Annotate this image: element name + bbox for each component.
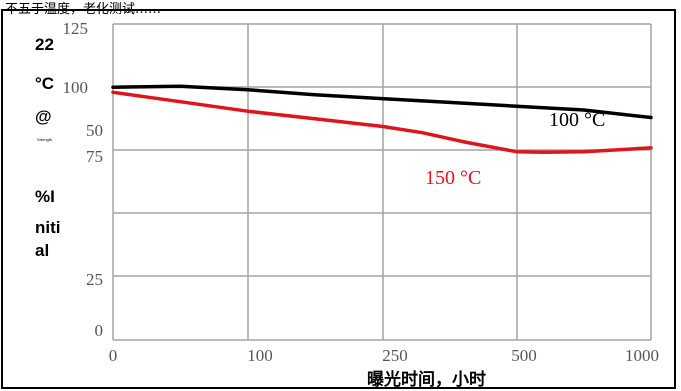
y-axis-label-line-4: %I bbox=[35, 187, 55, 206]
x-tick-label: 1000 bbox=[625, 346, 659, 365]
x-tick-label: 0 bbox=[109, 346, 118, 365]
x-axis-label: 曝光时间，小时 bbox=[367, 370, 486, 390]
y-tick-label: 100 bbox=[63, 78, 89, 97]
y-tick-label: 125 bbox=[63, 19, 89, 38]
y-tick-label: 75 bbox=[86, 147, 103, 166]
y-tick-label: 25 bbox=[86, 270, 103, 289]
y-axis-label-line-3: @ bbox=[35, 107, 52, 126]
series-line-100c bbox=[111, 84, 653, 120]
x-tick-label: 100 bbox=[247, 346, 273, 365]
y-axis-label-line-5: niti bbox=[35, 218, 61, 237]
y-axis-label-line-1: 22 bbox=[35, 35, 54, 54]
y-axis-label-small: Strength bbox=[37, 137, 53, 142]
x-tick-label: 250 bbox=[382, 346, 408, 365]
y-axis-label-line-2: °C bbox=[35, 74, 55, 93]
chart-caption: 不五于温度，老化测试…… bbox=[5, 2, 162, 17]
x-tick-label: 500 bbox=[511, 346, 537, 365]
series-label-150c: 150 °C bbox=[425, 167, 481, 189]
series-line-150c bbox=[111, 90, 653, 154]
y-tick-label: 50 bbox=[86, 121, 103, 140]
y-axis-label-line-6: al bbox=[35, 241, 50, 260]
y-tick-label: 0 bbox=[95, 321, 104, 340]
series-label-100c: 100 °C bbox=[549, 109, 605, 131]
